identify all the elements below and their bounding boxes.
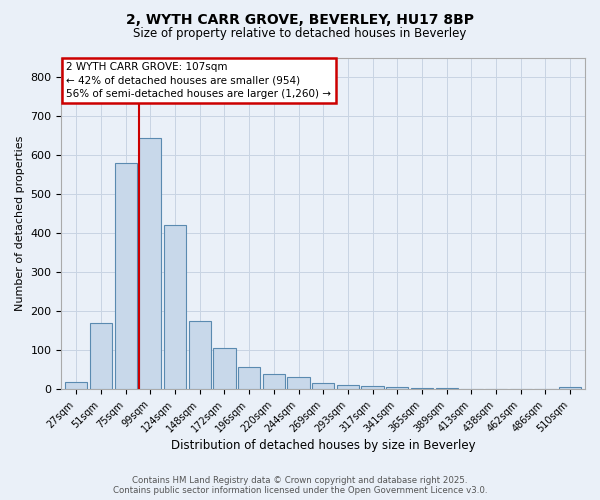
Bar	[238, 367, 260, 390]
Bar	[115, 163, 137, 390]
Bar	[411, 388, 433, 390]
Bar	[213, 348, 236, 390]
Bar	[312, 384, 334, 390]
Bar	[386, 388, 409, 390]
Text: 2 WYTH CARR GROVE: 107sqm
← 42% of detached houses are smaller (954)
56% of semi: 2 WYTH CARR GROVE: 107sqm ← 42% of detac…	[67, 62, 331, 98]
Bar	[337, 386, 359, 390]
Bar	[559, 388, 581, 390]
Bar	[164, 226, 186, 390]
Bar	[361, 386, 384, 390]
Text: Size of property relative to detached houses in Beverley: Size of property relative to detached ho…	[133, 28, 467, 40]
Y-axis label: Number of detached properties: Number of detached properties	[15, 136, 25, 311]
Bar	[263, 374, 285, 390]
Bar	[287, 377, 310, 390]
Text: 2, WYTH CARR GROVE, BEVERLEY, HU17 8BP: 2, WYTH CARR GROVE, BEVERLEY, HU17 8BP	[126, 12, 474, 26]
Bar	[65, 382, 88, 390]
Bar	[90, 323, 112, 390]
Bar	[436, 388, 458, 390]
Text: Contains HM Land Registry data © Crown copyright and database right 2025.
Contai: Contains HM Land Registry data © Crown c…	[113, 476, 487, 495]
Bar	[188, 321, 211, 390]
Bar	[460, 388, 482, 390]
Bar	[139, 138, 161, 390]
X-axis label: Distribution of detached houses by size in Beverley: Distribution of detached houses by size …	[171, 440, 476, 452]
